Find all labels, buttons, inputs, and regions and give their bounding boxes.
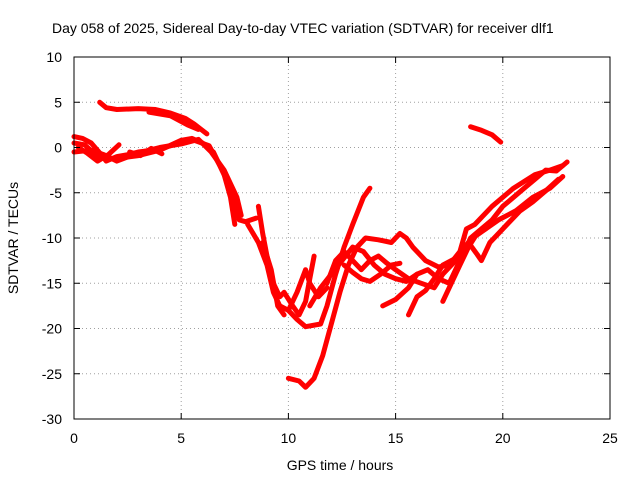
series-line-arc-o — [341, 260, 403, 284]
series-line-arc-e — [71, 136, 244, 218]
series-line-arc-r — [440, 226, 489, 304]
axis-ticks — [73, 56, 611, 420]
y-tick-label: -25 — [42, 366, 62, 382]
y-tick-label: 10 — [46, 49, 62, 65]
series-line-arc-a — [97, 99, 210, 137]
series-line-arc-s — [466, 176, 561, 264]
series-line-arc-k — [285, 267, 330, 313]
chart-title: Day 058 of 2025, Sidereal Day-to-day VTE… — [52, 20, 554, 36]
series-line-arc-j — [260, 240, 287, 318]
series-line-arc-g — [127, 145, 165, 159]
x-tick-label: 10 — [281, 430, 297, 446]
series-line-arc-l — [285, 163, 566, 390]
series-line-arc-f — [75, 142, 122, 164]
series-line-arc-b — [146, 109, 201, 132]
y-tick-label: -5 — [50, 185, 63, 201]
x-tick-label: 25 — [602, 430, 618, 446]
y-tick-label: -20 — [42, 321, 62, 337]
y-tick-label: 5 — [54, 94, 62, 110]
y-tick-label: 0 — [54, 140, 62, 156]
x-tick-label: 15 — [388, 430, 404, 446]
y-tick-label: -10 — [42, 230, 62, 246]
axis-tick-labels: 0 5 10 15 20 25 -30 -25 -20 -15 -10 -5 0 5 10 — [42, 49, 618, 446]
series-line-arc-q — [406, 253, 463, 318]
y-axis-label: SDTVAR / TECUs — [5, 182, 21, 294]
y-tick-label: -15 — [42, 275, 62, 291]
x-axis-label: GPS time / hours — [287, 457, 394, 473]
y-tick-label: -30 — [42, 411, 62, 427]
x-tick-label: 20 — [495, 430, 511, 446]
series-line-arc-p — [380, 271, 420, 309]
x-tick-label: 0 — [70, 430, 78, 446]
x-tick-label: 5 — [177, 430, 185, 446]
series-line-arc-t — [468, 124, 504, 145]
data-series — [71, 99, 570, 390]
